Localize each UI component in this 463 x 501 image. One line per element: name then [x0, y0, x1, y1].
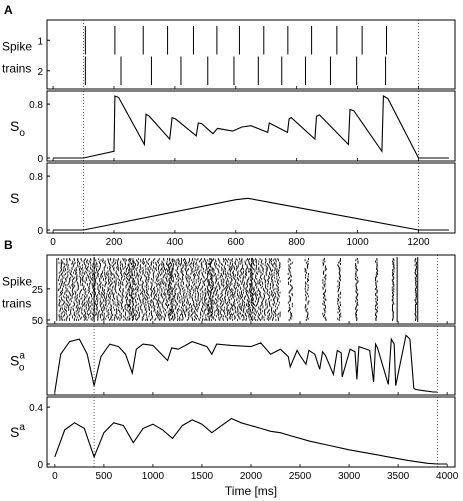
axes-frame: [46, 90, 456, 162]
y-tick-label: 2: [37, 67, 43, 78]
series-line: [53, 95, 449, 159]
y-tick-label: 50: [32, 316, 44, 327]
x-tick-label: 500: [96, 471, 113, 482]
subplot-B-Soa: Sa o: [10, 325, 456, 396]
x-tick-label: 1500: [191, 471, 214, 482]
y-tick-label: 0.4: [29, 403, 43, 414]
panel-letter: A: [4, 3, 13, 17]
x-tick-label: 2500: [289, 471, 312, 482]
series-line: [54, 417, 448, 465]
y-tick-label: 0: [37, 226, 43, 237]
y-label: Sa: [10, 422, 25, 440]
x-tick-label: 1000: [142, 471, 165, 482]
axes-frame: [46, 396, 456, 468]
x-tick-label: 2000: [240, 471, 263, 482]
series-line: [53, 197, 449, 231]
x-tick-label: 4000: [436, 471, 459, 482]
subplot-A-spike: Spike trains 1 2: [2, 19, 456, 90]
panel-letter: B: [4, 238, 13, 252]
y-label-base: S: [10, 424, 19, 440]
y-label: Spike: [2, 40, 32, 54]
y-tick-label: 1: [37, 36, 43, 47]
series-line: [54, 334, 438, 393]
y-label: Sa o: [10, 351, 25, 374]
x-tick-label: 0: [50, 237, 56, 248]
y-label-base: S: [10, 190, 19, 206]
y-label-sub: o: [19, 128, 25, 139]
x-tick-label: 200: [106, 237, 123, 248]
x-axis-label: Time [ms]: [225, 484, 277, 498]
y-label: trains: [2, 297, 31, 311]
y-label-sup: a: [19, 351, 25, 362]
axes-frame: [46, 325, 456, 396]
x-tick-label: 400: [167, 237, 184, 248]
y-label: So: [10, 118, 25, 139]
y-label: S: [10, 190, 19, 206]
subplot-B-Sa: Sa 0 0.4 0 500 1000 1500 2000 2500 3000 3500 4000 Ti…: [10, 396, 459, 498]
subplot-A-S: S 0 0.8 0 200 400 600 800 1000 1200: [10, 162, 456, 248]
y-tick-label: 0.8: [29, 172, 43, 183]
y-label: Spike: [2, 275, 32, 289]
x-tick-label: 3500: [387, 471, 410, 482]
y-label-base: S: [10, 353, 19, 369]
axes-frame: [46, 162, 456, 234]
y-label: trains: [2, 62, 31, 76]
x-tick-label: 1200: [407, 237, 430, 248]
axes-frame: [46, 19, 456, 90]
x-tick-label: 600: [227, 237, 244, 248]
subplot-A-So: So 0 0.8: [10, 90, 456, 165]
x-tick-label: 1000: [346, 237, 369, 248]
y-tick-label: 0.8: [29, 100, 43, 111]
y-tick-label: 25: [32, 285, 44, 296]
y-tick-label: 0: [37, 460, 43, 471]
x-tick-label: 0: [52, 471, 58, 482]
y-label-sup: a: [19, 422, 25, 433]
x-tick-label: 800: [288, 237, 305, 248]
y-tick-label: 0: [37, 154, 43, 165]
x-tick-label: 3000: [338, 471, 361, 482]
y-label-sub: o: [19, 363, 25, 374]
y-label-base: S: [10, 118, 19, 134]
